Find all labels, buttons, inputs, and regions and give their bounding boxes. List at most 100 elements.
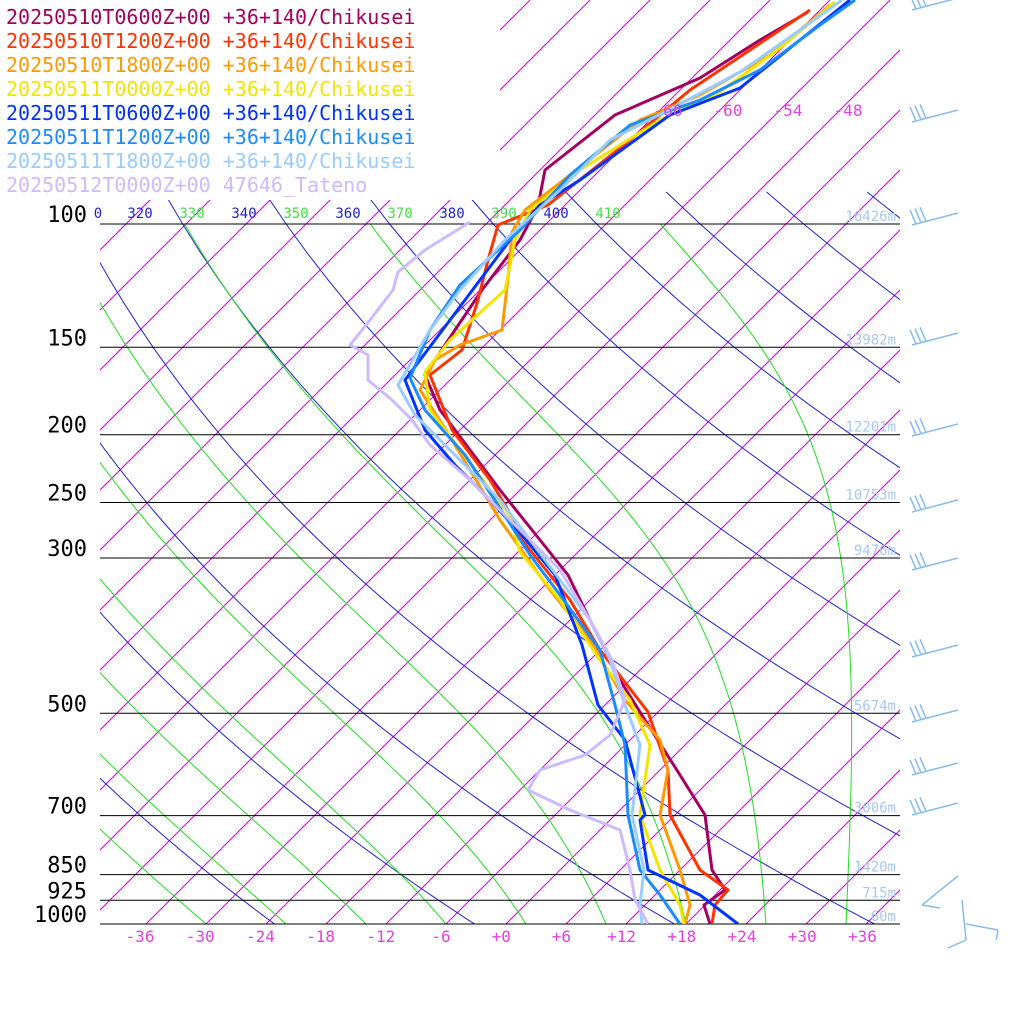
- wind-barb: [911, 557, 959, 571]
- isotherm-line: [685, 709, 900, 924]
- wind-barb-feather: [914, 798, 922, 813]
- wind-barb-feather: [919, 552, 927, 567]
- wind-barb-feather: [916, 0, 922, 8]
- height-label: 60m: [871, 909, 896, 925]
- height-label: 9476m: [854, 543, 896, 559]
- wind-barb-feather: [909, 706, 917, 722]
- height-label: 3006m: [854, 801, 896, 817]
- wind-barb-feather: [914, 640, 922, 655]
- dry-adiabat-line: [163, 191, 900, 837]
- wind-barb-feather: [914, 208, 922, 223]
- wind-barb: [911, 644, 959, 658]
- profile-trace: [348, 220, 650, 924]
- dry-adiabat-line: [665, 191, 900, 384]
- wind-barb-feather: [919, 704, 927, 719]
- isotherm-line: [865, 889, 900, 924]
- isotherm-line: [926, 0, 1024, 924]
- wind-barb-feather: [947, 939, 967, 949]
- isotherm-line: [625, 649, 900, 924]
- pressure-label: 100: [47, 203, 87, 228]
- temperature-tick-label: +30: [788, 927, 817, 946]
- legend-entry: 20250511T1800Z+00 +36+140/Chikusei: [6, 149, 415, 173]
- wind-barb-feather: [914, 419, 922, 434]
- upper-isotherm-label: -66: [654, 101, 683, 120]
- theta-label: 380: [439, 206, 464, 222]
- dry-adiabat-line: [866, 191, 900, 219]
- isotherm-line: [565, 589, 900, 924]
- legend-background: [0, 0, 500, 200]
- theta-label: 350: [283, 206, 308, 222]
- dry-adiabat-line: [0, 192, 92, 939]
- pressure-label: 150: [47, 326, 87, 351]
- isotherm-line: [100, 109, 900, 911]
- upper-isotherm-label: -60: [714, 101, 743, 120]
- theta-label: 360: [335, 206, 360, 222]
- temperature-tick-label: -24: [246, 927, 275, 946]
- wind-barb: [911, 109, 959, 123]
- temperature-tick-label: +18: [667, 927, 696, 946]
- theta-label: 410: [595, 206, 620, 222]
- wind-barb-feather: [919, 639, 927, 654]
- isotherm-line: [205, 229, 900, 924]
- pressure-label: 925: [47, 879, 87, 904]
- wind-barb-feather: [909, 329, 917, 345]
- theta-label: 340: [231, 206, 256, 222]
- legend-entry: 20250510T0600Z+00 +36+140/Chikusei: [6, 5, 415, 29]
- theta-label: 370: [387, 206, 412, 222]
- temperature-tick-label: -6: [431, 927, 450, 946]
- wind-barb: [911, 212, 959, 226]
- wind-barb-feather: [914, 758, 922, 773]
- pressure-label: 200: [47, 414, 87, 439]
- wind-barb: [921, 875, 959, 906]
- isotherm-line: [265, 289, 900, 924]
- wind-barb-feather: [909, 496, 917, 512]
- theta-label: 330: [179, 206, 204, 222]
- pressure-label: 250: [47, 482, 87, 507]
- dry-adiabat-line: [100, 442, 676, 924]
- legend-entry: 20250512T0000Z+00 47646_Tateno: [6, 173, 367, 197]
- height-label: 13982m: [845, 332, 896, 348]
- isotherm-line: [986, 0, 1024, 924]
- legend-entry: 20250511T0000Z+00 +36+140/Chikusei: [6, 77, 415, 101]
- wind-barb: [911, 332, 959, 346]
- wind-barb-feather: [922, 0, 927, 7]
- wind-barb-feather: [919, 104, 927, 119]
- pressure-label: 1000: [34, 903, 87, 928]
- temperature-tick-label: +24: [728, 927, 757, 946]
- wind-barb-feather: [919, 207, 927, 222]
- height-label: 12201m: [845, 420, 896, 436]
- wind-barb-feather: [909, 420, 917, 436]
- dry-adiabat-line: [100, 777, 276, 924]
- isotherm-line: [325, 349, 900, 924]
- wind-barb-feather: [919, 418, 927, 433]
- theta-label: 0: [94, 206, 102, 222]
- wind-barbs: [909, 0, 999, 949]
- upper-isotherm-label: -48: [834, 101, 863, 120]
- legend-entry: 20250510T1200Z+00 +36+140/Chikusei: [6, 29, 415, 53]
- wind-barb-feather: [919, 327, 927, 342]
- isotherm-line: [100, 49, 900, 851]
- temperature-tick-label: -30: [186, 927, 215, 946]
- wind-barb: [911, 499, 959, 513]
- wind-barb: [911, 423, 959, 437]
- moist-adiabat-line: [100, 753, 287, 924]
- isotherm-line: [505, 529, 900, 924]
- wind-barb-feather: [919, 757, 927, 772]
- upper-isotherm-label: -54: [774, 101, 803, 120]
- height-label: 16426m: [845, 209, 896, 225]
- temperature-tick-label: -36: [126, 927, 155, 946]
- temperature-tick-labels: -36 -30 -24 -18 -12 -6 +0 +6 +12 +18 +24 +30 +36: [126, 927, 877, 946]
- moist-adiabat-line: [659, 223, 853, 924]
- wind-barb-feather: [914, 495, 922, 510]
- moist-adiabat-line: [100, 828, 207, 924]
- wind-barb-feather: [909, 759, 917, 775]
- wind-barb-feather: [914, 105, 922, 120]
- dry-adiabats: [0, 191, 900, 939]
- pressure-label: 700: [47, 795, 87, 820]
- dry-adiabat-line: [100, 611, 476, 924]
- wind-barb-feather: [909, 209, 917, 225]
- theta-label: 400: [543, 206, 568, 222]
- isotherm-line: [100, 0, 891, 791]
- moist-adiabat-line: [1006, 224, 1024, 924]
- profile-trace: [396, 0, 843, 924]
